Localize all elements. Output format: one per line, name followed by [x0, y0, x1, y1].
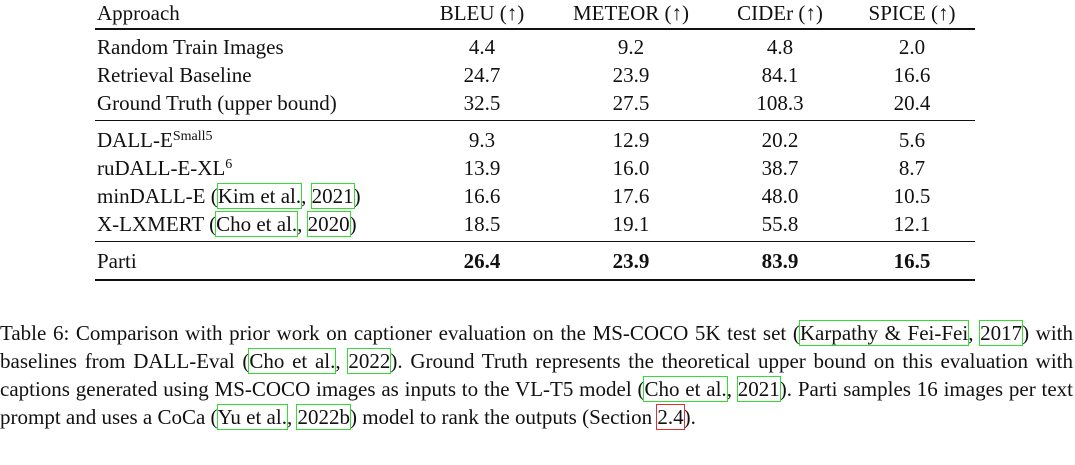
citation-link[interactable]: Cho et al.	[643, 376, 728, 402]
value-cell: 27.5	[612, 91, 650, 115]
value-cell: 5.6	[898, 128, 926, 152]
value-cell: 84.1	[761, 63, 799, 87]
header-cell: METEOR (↑)	[572, 1, 690, 25]
value-cell: 19.1	[612, 212, 650, 236]
citation-link[interactable]: 2021	[736, 376, 781, 402]
value-cell: 55.8	[761, 212, 799, 236]
citation-link[interactable]: 2022b	[296, 404, 351, 430]
citation-link[interactable]: Yu et al.	[216, 404, 288, 430]
text: ,	[301, 184, 312, 208]
citation-link[interactable]: Kim et al.	[216, 183, 303, 209]
value-cell: 83.9	[761, 249, 799, 273]
value-cell: 10.5	[893, 184, 931, 208]
citation-link[interactable]: Karpathy & Fei-Fei	[798, 320, 970, 346]
rule	[95, 28, 975, 30]
text: ,	[968, 321, 981, 345]
text: minDALL-E (	[97, 184, 218, 208]
rule	[95, 241, 975, 242]
value-cell: 16.6	[893, 63, 931, 87]
text: ,	[286, 405, 298, 429]
citation-link[interactable]: 2020	[306, 211, 351, 237]
citation-link[interactable]: 2022	[347, 348, 392, 374]
value-cell: 9.3	[468, 128, 496, 152]
value-cell: 16.5	[893, 249, 931, 273]
rule	[95, 279, 975, 281]
text: ruDALL-E-XL	[97, 156, 226, 180]
row-name: DALL-ESmall5	[97, 126, 212, 154]
row-name: Retrieval Baseline	[97, 61, 252, 89]
row-name: X-LXMERT (Cho et al., 2020)	[97, 210, 357, 238]
text: ,	[726, 377, 738, 401]
text: Table 6: Comparison with prior work on c…	[0, 321, 800, 345]
text: X-LXMERT (	[97, 212, 217, 236]
text: ). Parti samples 16 images per text prom…	[0, 377, 1074, 429]
value-cell: 108.3	[756, 91, 804, 115]
text: Random Train Images	[97, 35, 284, 59]
citation-link[interactable]: 2017	[979, 320, 1024, 346]
text: ).	[683, 405, 696, 429]
value-cell: 38.7	[761, 156, 799, 180]
text: DALL-E	[97, 128, 173, 152]
value-cell: 8.7	[898, 156, 926, 180]
value-cell: 48.0	[761, 184, 799, 208]
value-cell: 20.2	[761, 128, 799, 152]
value-cell: 23.9	[612, 63, 650, 87]
value-cell: 13.9	[463, 156, 501, 180]
value-cell: 18.5	[463, 212, 501, 236]
text: ,	[297, 212, 308, 236]
value-cell: 24.7	[463, 63, 501, 87]
value-cell: 23.9	[612, 249, 650, 273]
citation-link[interactable]: 2021	[310, 183, 355, 209]
section-link[interactable]: 2.4	[656, 404, 685, 430]
text: )	[349, 212, 357, 236]
text: ). Ground Truth represents the theoretic…	[0, 349, 1073, 401]
value-cell: 32.5	[463, 91, 501, 115]
table-caption: Table 6: Comparison with prior work on c…	[0, 319, 1073, 431]
text: Retrieval Baseline	[97, 63, 252, 87]
superscript: Small5	[172, 129, 213, 144]
text: ) with baselines from DALL-Eval (	[0, 321, 1074, 373]
value-cell: 2.0	[898, 35, 926, 59]
value-cell: 16.0	[612, 156, 650, 180]
value-cell: 17.6	[612, 184, 650, 208]
header-cell: Approach	[97, 1, 180, 25]
value-cell: 4.4	[468, 35, 496, 59]
citation-link[interactable]: Cho et al.	[215, 211, 299, 237]
text: ,	[335, 349, 349, 373]
row-name: Random Train Images	[97, 33, 284, 61]
row-name: Parti	[97, 247, 137, 275]
value-cell: 12.9	[612, 128, 650, 152]
value-cell: 9.2	[617, 35, 645, 59]
header-cell: CIDEr (↑)	[737, 1, 823, 25]
header-cell: BLEU (↑)	[439, 1, 525, 25]
rule	[95, 120, 975, 121]
value-cell: 4.8	[766, 35, 794, 59]
row-name: ruDALL-E-XL6	[97, 154, 232, 182]
citation-link[interactable]: Cho et al.	[248, 348, 337, 374]
value-cell: 12.1	[893, 212, 931, 236]
value-cell: 26.4	[463, 249, 501, 273]
text: Ground Truth (upper bound)	[97, 91, 337, 115]
header-cell: SPICE (↑)	[868, 1, 956, 25]
value-cell: 20.4	[893, 91, 931, 115]
row-name: minDALL-E (Kim et al., 2021)	[97, 182, 361, 210]
row-name: Ground Truth (upper bound)	[97, 89, 337, 117]
text: ) model to rank the outputs (Section	[349, 405, 658, 429]
text: Parti	[97, 249, 137, 273]
value-cell: 16.6	[463, 184, 501, 208]
text: )	[353, 184, 361, 208]
superscript: 6	[225, 157, 233, 172]
